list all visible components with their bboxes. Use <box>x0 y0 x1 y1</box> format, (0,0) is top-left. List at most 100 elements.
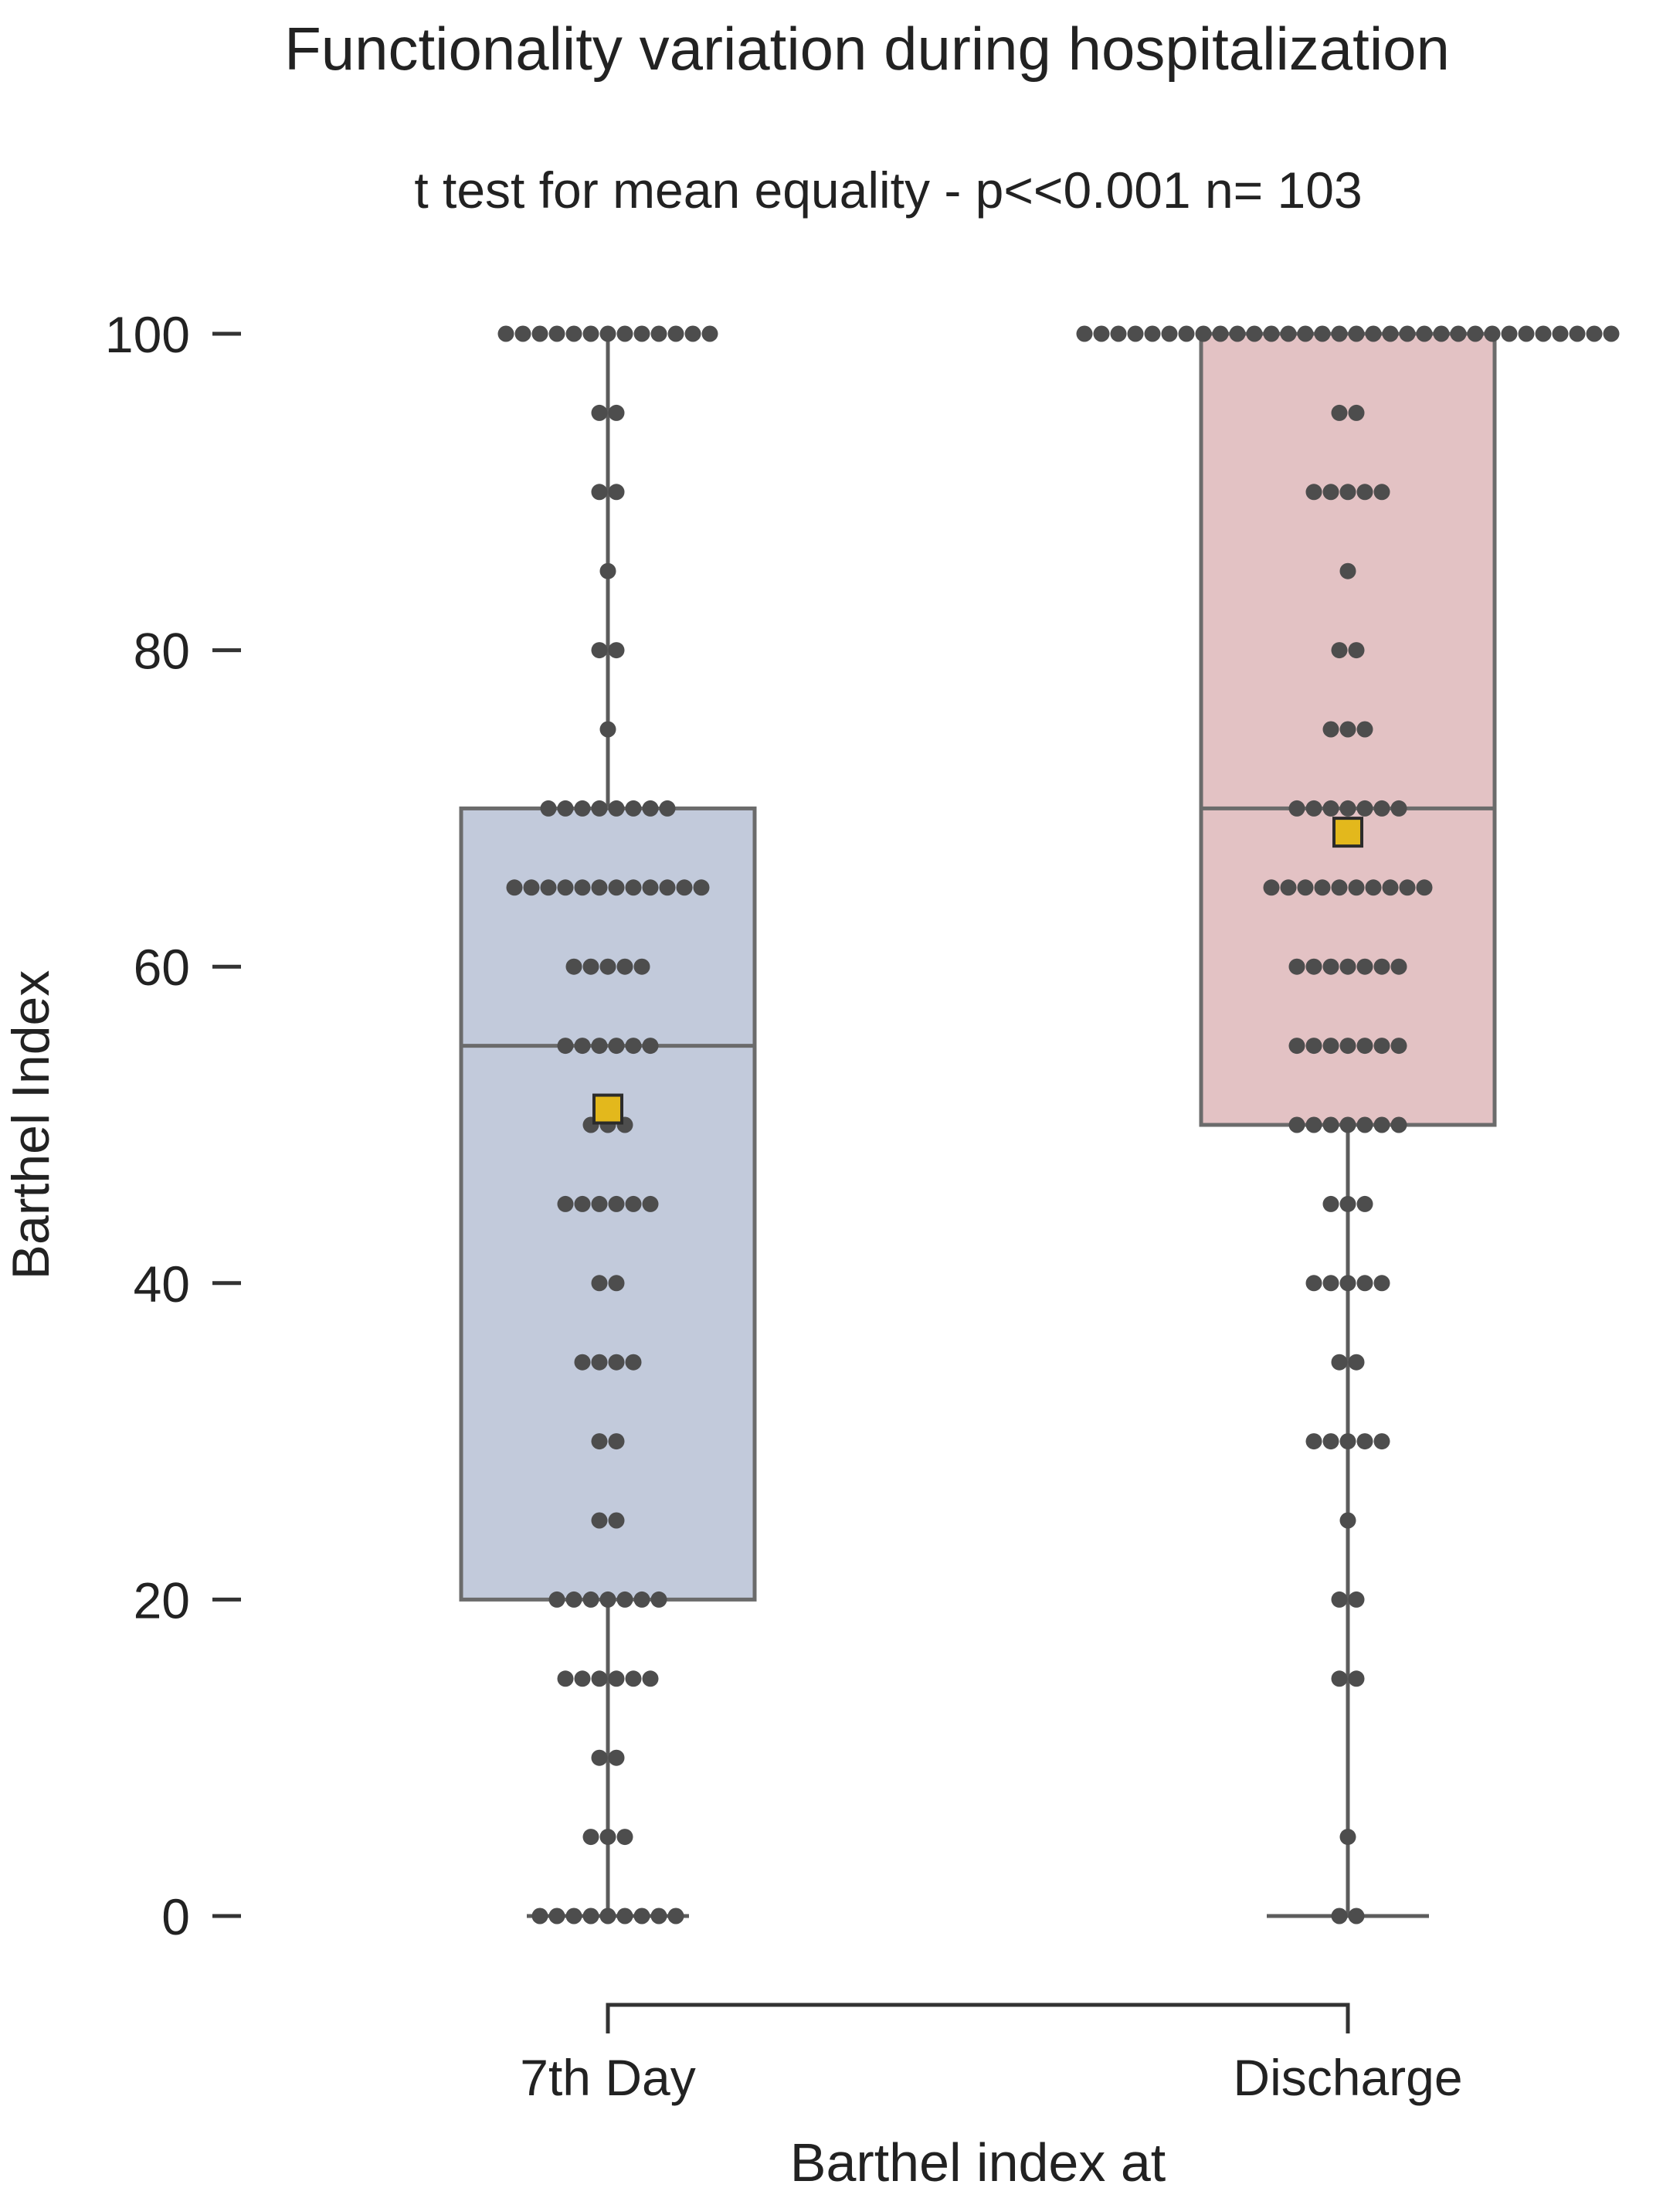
x-tick-label: Discharge <box>1233 2049 1462 2106</box>
data-point <box>1373 484 1390 501</box>
data-point <box>633 1591 650 1608</box>
data-point <box>1348 642 1365 659</box>
data-point <box>514 325 531 342</box>
data-point <box>608 1512 625 1529</box>
data-point <box>625 879 642 896</box>
data-point <box>1390 1038 1407 1055</box>
data-point <box>608 879 625 896</box>
data-point <box>616 958 633 975</box>
data-point <box>1399 325 1416 342</box>
data-point <box>591 484 608 501</box>
data-point <box>548 1591 565 1608</box>
data-point <box>608 800 625 817</box>
data-point <box>1322 484 1339 501</box>
data-point <box>1229 325 1246 342</box>
data-point <box>1288 1038 1305 1055</box>
data-point <box>667 1908 684 1925</box>
data-point <box>642 1195 659 1212</box>
data-point <box>1246 325 1263 342</box>
data-point <box>1331 1670 1348 1687</box>
data-point <box>1297 879 1314 896</box>
data-point <box>574 879 591 896</box>
data-point <box>1569 325 1586 342</box>
data-point <box>684 325 701 342</box>
data-point <box>1518 325 1535 342</box>
data-point <box>591 1749 608 1766</box>
data-point <box>608 1433 625 1450</box>
data-point <box>1373 800 1390 817</box>
data-point <box>557 879 574 896</box>
data-point <box>1416 879 1433 896</box>
data-point <box>599 1829 616 1846</box>
data-point <box>1552 325 1569 342</box>
data-point <box>1280 325 1297 342</box>
data-point <box>1331 879 1348 896</box>
data-point <box>591 1354 608 1371</box>
data-point <box>1288 800 1305 817</box>
data-point <box>1093 325 1110 342</box>
data-point <box>540 800 557 817</box>
data-point <box>1356 1275 1373 1292</box>
data-point <box>608 1354 625 1371</box>
data-point <box>633 958 650 975</box>
data-point <box>1356 1116 1373 1133</box>
chart-subtitle: t test for mean equality - p<<0.001 n= 1… <box>414 161 1363 219</box>
data-point <box>574 1670 591 1687</box>
data-point <box>1178 325 1195 342</box>
data-point <box>1603 325 1620 342</box>
data-point <box>582 1591 599 1608</box>
data-point <box>1322 1433 1339 1450</box>
data-point <box>591 1670 608 1687</box>
data-point <box>1339 800 1356 817</box>
data-point <box>608 1275 625 1292</box>
data-point <box>1161 325 1178 342</box>
data-point <box>1382 325 1399 342</box>
data-point <box>1305 1433 1322 1450</box>
data-point <box>1339 958 1356 975</box>
data-point <box>642 1038 659 1055</box>
data-point <box>1322 800 1339 817</box>
data-point <box>557 1195 574 1212</box>
data-point <box>1373 1275 1390 1292</box>
data-point <box>1373 1433 1390 1450</box>
data-point <box>1322 1038 1339 1055</box>
data-point <box>650 1591 667 1608</box>
data-point <box>599 958 616 975</box>
data-point <box>574 1195 591 1212</box>
data-point <box>1322 721 1339 738</box>
data-point <box>1305 484 1322 501</box>
data-point <box>625 1038 642 1055</box>
data-point <box>1263 325 1280 342</box>
data-point <box>1390 800 1407 817</box>
y-tick-label: 100 <box>105 306 190 363</box>
data-point <box>1501 325 1518 342</box>
data-point <box>1305 1038 1322 1055</box>
data-point <box>642 879 659 896</box>
data-point <box>1127 325 1144 342</box>
data-point <box>1322 1195 1339 1212</box>
data-point <box>565 958 582 975</box>
data-point <box>650 325 667 342</box>
data-point <box>633 1908 650 1925</box>
data-point <box>1305 1116 1322 1133</box>
mean-marker <box>592 1093 623 1125</box>
data-point <box>625 800 642 817</box>
data-point <box>608 1038 625 1055</box>
y-tick-label: 0 <box>161 1888 190 1945</box>
data-point <box>1339 1038 1356 1055</box>
data-point <box>574 1038 591 1055</box>
data-point <box>1348 879 1365 896</box>
data-point <box>557 1038 574 1055</box>
data-point <box>625 1354 642 1371</box>
data-point <box>591 1433 608 1450</box>
data-point <box>1390 958 1407 975</box>
data-point <box>642 1670 659 1687</box>
x-tick-label: 7th Day <box>520 2049 695 2106</box>
y-tick-label: 60 <box>134 939 190 996</box>
data-point <box>1348 325 1365 342</box>
data-point <box>1339 562 1356 579</box>
data-point <box>599 1591 616 1608</box>
data-point <box>574 1354 591 1371</box>
data-point <box>582 1829 599 1846</box>
data-point <box>1314 325 1331 342</box>
